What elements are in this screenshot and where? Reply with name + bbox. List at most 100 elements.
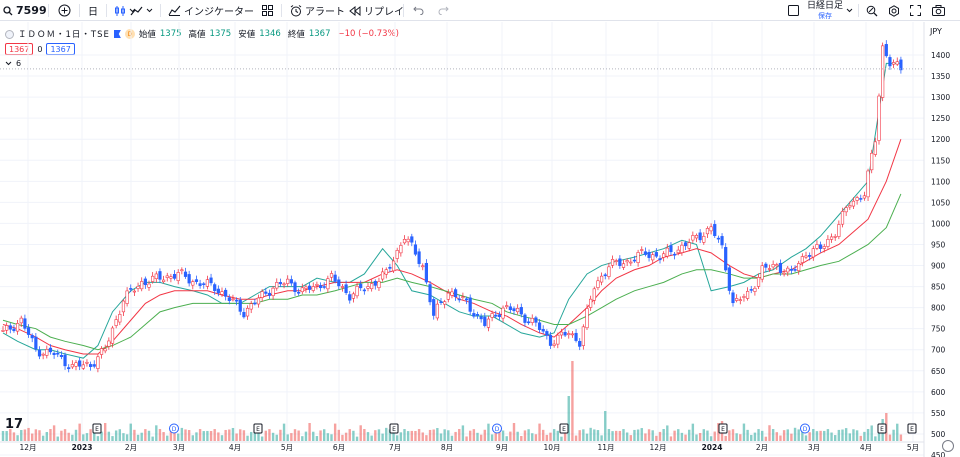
layout-toggle[interactable] [788, 0, 799, 21]
event-marker-dividend[interactable]: D [800, 423, 810, 434]
volume-bar [144, 429, 147, 441]
candle-body [432, 299, 436, 316]
event-marker-earnings[interactable]: E [253, 423, 263, 434]
candle-body [399, 245, 403, 254]
volume-bar [107, 431, 111, 441]
volume-bar [308, 423, 311, 441]
candle-body [727, 267, 731, 291]
volume-bar [406, 431, 410, 441]
candle-body [344, 284, 348, 294]
tradingview-logo-icon: 17 [5, 417, 23, 432]
volume-bar [71, 434, 74, 441]
redo-button[interactable] [438, 0, 449, 21]
candle-body [260, 291, 264, 298]
price-chart[interactable]: JPY 1400 1350 1300 1250 1200 1150 1100 1050 1000 9… [0, 22, 960, 457]
replay-button[interactable]: リプレイ [349, 0, 404, 21]
event-marker-earnings[interactable]: E [907, 423, 917, 434]
line-tool-button[interactable] [130, 0, 153, 21]
interval-button[interactable]: 日 [88, 0, 98, 21]
volume-bar [596, 430, 600, 441]
candle-body [151, 275, 155, 282]
candle-body [8, 325, 12, 330]
candle-body [497, 314, 502, 318]
volume-bar [155, 425, 158, 441]
svg-text:E: E [880, 426, 884, 433]
volume-bar [688, 429, 691, 441]
quick-search-button[interactable] [866, 0, 878, 21]
candle-body [475, 314, 480, 316]
volume-bar [129, 423, 132, 441]
alert-button[interactable]: アラート [290, 0, 345, 21]
save-layout-button[interactable]: 日経日足 保存 [806, 1, 844, 21]
candle-body [172, 274, 177, 279]
volume-bar [323, 429, 326, 441]
candle-body [183, 271, 188, 277]
event-marker-earnings[interactable]: E [559, 423, 569, 434]
volume-bar [421, 432, 424, 441]
volume-bar [454, 431, 457, 441]
fullscreen-icon [910, 5, 921, 16]
candle-body [30, 335, 34, 339]
candle-body [52, 352, 56, 355]
price-tick-label: 800 [931, 304, 946, 313]
chart-settings-icon[interactable] [942, 440, 954, 452]
event-marker-earnings[interactable]: E [92, 423, 102, 434]
settings-button[interactable] [888, 0, 900, 21]
volume-bar [293, 429, 297, 441]
event-marker-earnings[interactable]: E [389, 423, 399, 434]
event-marker-dividend[interactable]: D [492, 423, 502, 434]
candle-body [329, 273, 334, 278]
volume-bar [352, 430, 355, 441]
volume-bar [246, 435, 249, 441]
volume-bar [78, 423, 81, 441]
svg-text:E: E [256, 426, 260, 433]
fullscreen-button[interactable] [910, 0, 921, 21]
candle-body [541, 329, 545, 332]
layout-menu-button[interactable] [846, 0, 853, 21]
volume-bar [523, 430, 527, 441]
candle-body [391, 260, 396, 272]
indicators-button[interactable]: インジケーター [168, 0, 254, 21]
volume-bar [804, 435, 808, 441]
symbol-search[interactable]: 7599 [3, 0, 47, 21]
volume-bar [20, 429, 23, 441]
candle-body [745, 291, 750, 299]
volume-bar [450, 435, 454, 441]
candle-body [421, 265, 425, 268]
svg-text:D: D [495, 426, 500, 433]
indicators-toggle[interactable]: 6 [5, 59, 21, 68]
candle-body [778, 262, 783, 273]
flag-icon[interactable] [113, 30, 121, 38]
candle-body [472, 313, 476, 317]
volume-bar [85, 433, 89, 441]
candle-body [114, 319, 118, 326]
add-symbol-button[interactable] [58, 0, 71, 21]
svg-text:E: E [392, 426, 396, 433]
low-label: 安値 [238, 30, 256, 40]
candle-body [366, 286, 370, 289]
volume-bar [552, 429, 556, 441]
candle-body [213, 284, 217, 291]
layout-button[interactable] [262, 0, 273, 21]
square-icon [788, 5, 799, 16]
candle-body [505, 305, 509, 308]
candle-body [610, 259, 615, 266]
change-value: −10 (−0.73%) [337, 29, 399, 39]
volume-bar [837, 429, 841, 441]
event-marker-earnings[interactable]: E [718, 423, 728, 434]
candle-body [176, 272, 180, 281]
candle-body [140, 281, 144, 290]
event-marker-dividend[interactable]: D [169, 423, 179, 434]
time-tick-label: 2023 [72, 443, 93, 452]
event-marker-earnings[interactable]: E [877, 423, 887, 434]
candle-body [5, 325, 9, 331]
volume-bar [487, 423, 490, 441]
candle-body [840, 211, 845, 225]
volume-bar [388, 429, 392, 441]
volume-bar [52, 425, 56, 441]
price-tick-label: 1000 [931, 219, 950, 228]
screenshot-button[interactable] [932, 0, 945, 21]
candle-body [614, 260, 618, 262]
volume-bar [348, 429, 351, 441]
undo-button[interactable] [413, 0, 424, 21]
